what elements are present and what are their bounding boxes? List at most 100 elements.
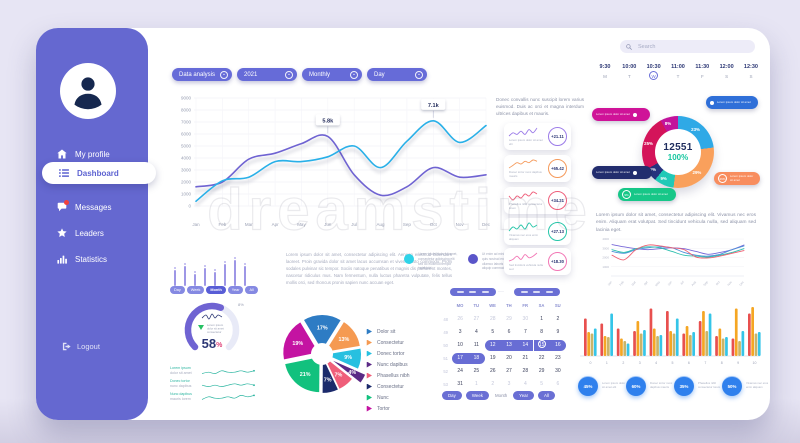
svg-text:58%: 58% [202,336,223,351]
sidebar-item-leaders[interactable]: Leaders [36,222,148,244]
time-slot-9-30[interactable]: 9:30 M [596,64,614,81]
calendar-button-month[interactable]: Month [494,393,508,398]
pie-legend-item: Consectetur [366,337,432,348]
week-number: 51 [443,356,448,361]
calendar-day[interactable]: 2 [491,381,495,387]
sidebar-item-dashboard[interactable]: Dashboard [42,162,156,184]
svg-text:Sep: Sep [403,222,412,227]
kpi-value: 50% [722,376,742,396]
time-slot-10-30[interactable]: 10:30 W [645,64,663,81]
calendar-day[interactable]: 18 [468,353,485,364]
time-slot-11-30[interactable]: 11:30 F [693,64,711,81]
sidebar-item-my-profile[interactable]: My profile [36,143,148,165]
category-pie-chart: 17% 13% 9% 4% 7%7% 21% 19% [283,314,366,393]
calendar-day[interactable]: 15 [533,340,550,351]
filter-dropdown-monthly[interactable]: Monthly ⌄ [302,68,362,81]
calendar-day[interactable]: 17 [452,353,469,364]
calendar-day[interactable]: 12 [484,340,501,351]
filter-dropdown-day[interactable]: Day ⌄ [367,68,427,81]
tab-all[interactable]: All [245,286,258,294]
logout-button[interactable]: Logout [62,342,100,351]
calendar-day[interactable]: 26 [489,368,496,374]
slot-day: F [700,74,704,79]
calendar-day[interactable]: 29 [506,316,512,322]
calendar-day[interactable]: 27 [506,368,512,374]
calendar-day[interactable]: 26 [457,316,463,322]
calendar-day[interactable]: 4 [475,329,478,335]
calendar-day[interactable]: 1 [475,381,478,387]
calendar-button-week[interactable]: Week [465,391,489,400]
callout-text: Lorem ipsum dolor sit amet [596,111,630,116]
calendar-day[interactable]: 7 [523,329,527,335]
time-slot-12-30[interactable]: 12:30 S [742,64,760,81]
calendar-button-all[interactable]: All [538,391,555,400]
legend-dot [404,254,414,264]
gauge-row: Nunc dapibus mauris lorem [170,392,256,402]
calendar-nav-right[interactable] [514,288,560,296]
calendar-day[interactable]: 4 [523,381,527,387]
search-input[interactable] [636,42,749,51]
calendar-day[interactable]: 13 [500,340,518,351]
calendar-day[interactable]: 25 [473,368,480,374]
sidebar-item-statistics[interactable]: Statistics [36,248,148,270]
calendar-day[interactable]: 27 [473,316,480,322]
stat-card: Vivamus nec eros enim aliquam +27.13 [504,218,571,245]
tab-week[interactable]: Week [186,286,205,294]
calendar-day[interactable]: 8 [540,329,544,335]
calendar-day[interactable]: 30 [522,316,529,322]
calendar-nav-left[interactable] [450,288,496,296]
filter-label: Data analysis [179,71,216,78]
calendar-day[interactable]: 23 [555,355,561,361]
sidebar-item-messages[interactable]: Messages [36,196,148,218]
calendar-day[interactable]: 6 [507,329,511,335]
calendar-day[interactable]: 31 [457,381,463,387]
calendar-day[interactable]: 1 [540,316,544,322]
calendar-day[interactable]: 24 [457,368,463,374]
tab-year[interactable]: Year [227,286,244,294]
calendar-day[interactable]: 22 [538,355,545,361]
calendar-buttons: Day Week Month Year All [442,391,555,400]
filter-dropdown-2021[interactable]: 2021 ⌄ [237,68,297,81]
calendar-day[interactable]: 5 [491,329,495,335]
calendar-day[interactable]: 29 [538,368,545,374]
calendar-day[interactable]: 3 [507,381,511,387]
time-slot-11-00[interactable]: 11:00 T [669,64,687,81]
calendar-day[interactable]: 14 [517,340,534,351]
gauge-row: Donec tortor nunc dapibus [170,379,256,389]
calendar-day[interactable]: 28 [489,316,496,322]
filter-dropdown-data-analysis[interactable]: Data analysis ⌄ [172,68,232,81]
time-slot-10-00[interactable]: 10:00 T [620,64,638,81]
calendar-day[interactable]: 3 [458,329,462,335]
calendar-day[interactable]: 6 [556,381,560,387]
legend-marker-icon [366,383,372,390]
filter-label: 2021 [244,71,258,78]
calendar-day[interactable]: 11 [473,342,480,348]
svg-text:6000: 6000 [181,132,192,137]
donut-callout-bottom: 9% Lorem ipsum dolor sit amet [618,188,676,201]
calendar-day[interactable]: 21 [522,355,529,361]
user-icon [66,69,110,113]
kpi-value: 45% [578,376,598,396]
svg-text:Jan: Jan [607,280,613,287]
calendar-button-year[interactable]: Year [513,391,535,400]
calendar-day[interactable]: 5 [540,381,544,387]
time-slot-12-00[interactable]: 12:00 S [718,64,736,81]
tab-day[interactable]: Day [170,286,185,294]
calendar-day[interactable]: 19 [489,355,496,361]
tab-month[interactable]: Month [206,286,226,294]
svg-text:2000: 2000 [602,256,609,260]
calendar-day[interactable]: 16 [549,340,567,351]
calendar-button-day[interactable]: Day [442,391,462,400]
calendar-day[interactable]: 9 [556,329,560,335]
calendar-day[interactable]: 2 [556,316,560,322]
logout-label: Logout [77,342,100,351]
svg-text:17%: 17% [317,325,328,331]
avatar[interactable] [60,63,116,119]
pie-legend-item: Dolor sit [366,326,432,337]
calendar-day[interactable]: 30 [555,368,561,374]
svg-text:Jul: Jul [351,222,357,227]
calendar-day[interactable]: 20 [506,355,512,361]
logout-icon [62,342,71,351]
calendar-day[interactable]: 28 [522,368,529,374]
calendar-day[interactable]: 10 [457,342,463,348]
